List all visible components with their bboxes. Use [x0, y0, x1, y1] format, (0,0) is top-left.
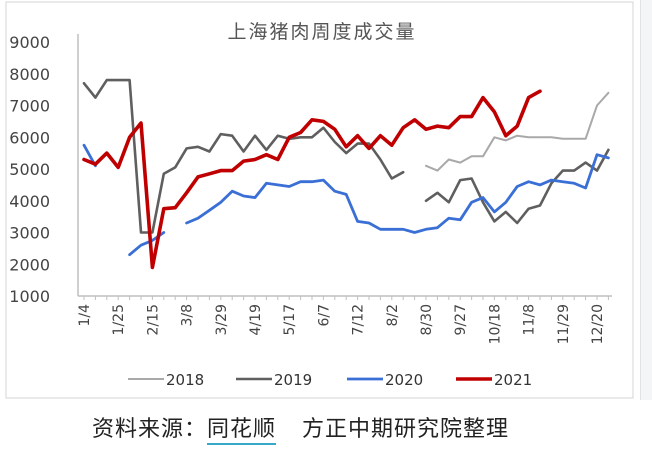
series-line-2021	[82, 89, 542, 270]
y-tick-label: 4000	[9, 192, 50, 211]
source-note: 资料来源：同花顺 方正中期研究院整理	[92, 411, 510, 445]
x-tick-label: 12/20	[590, 304, 606, 344]
x-tick-label: 1/4	[77, 304, 93, 327]
y-tick-label: 6000	[9, 128, 50, 147]
y-tick-label: 1000	[9, 287, 50, 306]
source-org: 方正中期研究院整理	[302, 417, 510, 442]
x-tick-label: 10/18	[487, 304, 503, 344]
legend-label-2021: 2021	[494, 371, 532, 389]
x-tick-label: 3/8	[180, 304, 196, 327]
y-tick-label: 7000	[9, 97, 50, 116]
x-tick-label: 6/7	[316, 304, 332, 327]
y-tick-label: 2000	[9, 255, 50, 274]
x-tick-label: 3/29	[214, 304, 230, 335]
x-tick-label: 11/29	[556, 304, 572, 344]
x-axis: 1/4 1/25 2/15 3/8 3/29 4/19 5/17 6/7 7/12 8/2 8/30…	[77, 295, 612, 344]
x-tick-label: 8/30	[419, 304, 435, 335]
side-strip	[640, 0, 652, 400]
x-tick-label: 9/27	[453, 304, 469, 335]
x-tick-label: 5/17	[282, 304, 298, 335]
y-axis: 1000 2000 3000 4000 5000 6000 7000 8000 9000	[9, 33, 79, 306]
y-tick-label: 9000	[9, 33, 50, 52]
chart-frame	[5, 1, 634, 399]
series-line-2019	[82, 78, 610, 234]
legend-label-2019: 2019	[274, 371, 312, 389]
x-tick-label: 7/12	[351, 304, 367, 335]
y-tick-label: 8000	[9, 65, 50, 84]
y-tick-label: 3000	[9, 224, 50, 243]
legend: 2018 2019 2020 2021	[128, 371, 532, 389]
x-tick-label: 11/8	[522, 304, 538, 335]
x-tick-label: 1/25	[111, 304, 127, 335]
x-tick-label: 8/2	[385, 304, 401, 327]
source-prefix: 资料来源：	[92, 417, 208, 442]
x-tick-label: 2/15	[145, 304, 161, 335]
x-tick-label: 4/19	[248, 304, 264, 335]
y-tick-label: 5000	[9, 160, 50, 179]
source-link[interactable]: 同花顺	[207, 417, 277, 445]
legend-label-2020: 2020	[385, 371, 423, 389]
chart-title: 上海猪肉周度成交量	[227, 21, 416, 43]
legend-label-2018: 2018	[166, 371, 204, 389]
series-lines	[82, 78, 610, 270]
series-line-2018	[425, 91, 610, 172]
